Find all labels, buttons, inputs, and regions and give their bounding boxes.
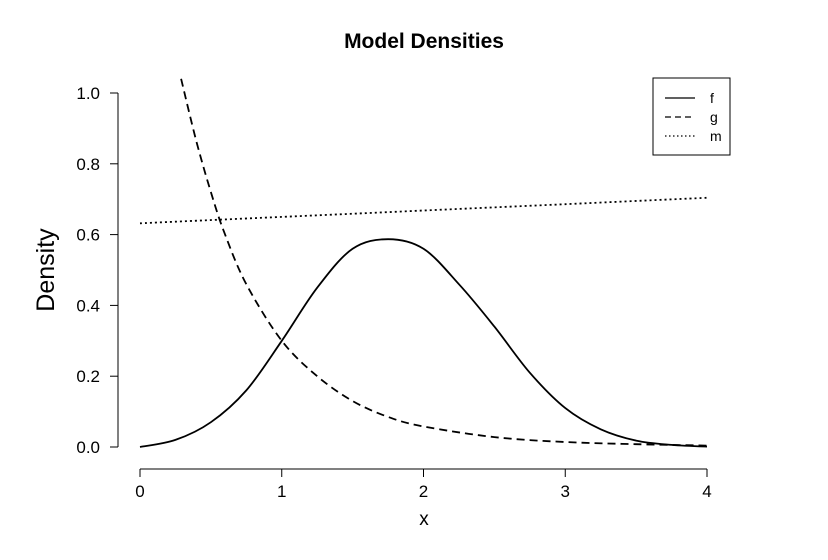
x-axis-label: x (419, 509, 429, 530)
x-tick-label: 4 (702, 482, 711, 501)
y-tick-label: 0.8 (76, 155, 100, 174)
x-tick-label: 3 (561, 482, 570, 501)
x-tick-label: 1 (277, 482, 286, 501)
legend: fgm (652, 77, 731, 156)
legend-label-g: g (710, 109, 718, 125)
series-line-f (139, 238, 708, 448)
y-tick-label: 0.2 (76, 367, 100, 386)
y-tick-label: 0.4 (76, 296, 100, 315)
x-tick-label: 2 (419, 482, 428, 501)
y-ticks: 0.0 0.2 0.4 0.6 0.8 1.0 (76, 84, 118, 457)
y-tick-label: 0.0 (76, 438, 100, 457)
series-line-g (180, 78, 708, 447)
y-tick-label: 0.6 (76, 226, 100, 245)
x-tick-label: 0 (135, 482, 144, 501)
plot-area (139, 78, 708, 448)
series-line-m (139, 196, 708, 225)
legend-label-m: m (710, 128, 722, 144)
y-axis: 0.0 0.2 0.4 0.6 0.8 1.0 (76, 84, 119, 457)
series-layer (139, 78, 708, 448)
y-tick-label: 1.0 (76, 84, 100, 103)
legend-label-f: f (710, 90, 714, 106)
x-axis: 0 1 2 3 4 (135, 468, 712, 501)
x-ticks: 0 1 2 3 4 (135, 469, 712, 501)
y-axis-label: Density (32, 228, 60, 312)
chart-title: Model Densities (344, 30, 504, 53)
